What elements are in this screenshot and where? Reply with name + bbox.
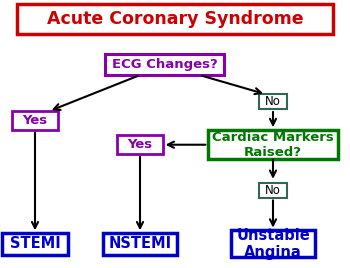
Text: Yes: Yes [22, 114, 48, 127]
FancyBboxPatch shape [208, 130, 338, 159]
Text: Unstable
Angina: Unstable Angina [236, 228, 310, 260]
FancyBboxPatch shape [103, 233, 177, 255]
FancyBboxPatch shape [231, 230, 315, 257]
Text: STEMI: STEMI [10, 236, 60, 251]
Text: No: No [265, 95, 281, 108]
Text: ECG Changes?: ECG Changes? [112, 58, 217, 71]
FancyBboxPatch shape [259, 183, 287, 198]
FancyBboxPatch shape [117, 135, 163, 154]
FancyBboxPatch shape [2, 233, 68, 255]
Text: NSTEMI: NSTEMI [108, 236, 172, 251]
Text: Acute Coronary Syndrome: Acute Coronary Syndrome [47, 10, 303, 28]
Text: Yes: Yes [127, 138, 153, 151]
FancyBboxPatch shape [105, 54, 224, 75]
Text: Cardiac Markers
Raised?: Cardiac Markers Raised? [212, 131, 334, 159]
FancyBboxPatch shape [12, 111, 58, 130]
Text: No: No [265, 184, 281, 197]
FancyBboxPatch shape [18, 4, 332, 34]
FancyBboxPatch shape [259, 94, 287, 109]
